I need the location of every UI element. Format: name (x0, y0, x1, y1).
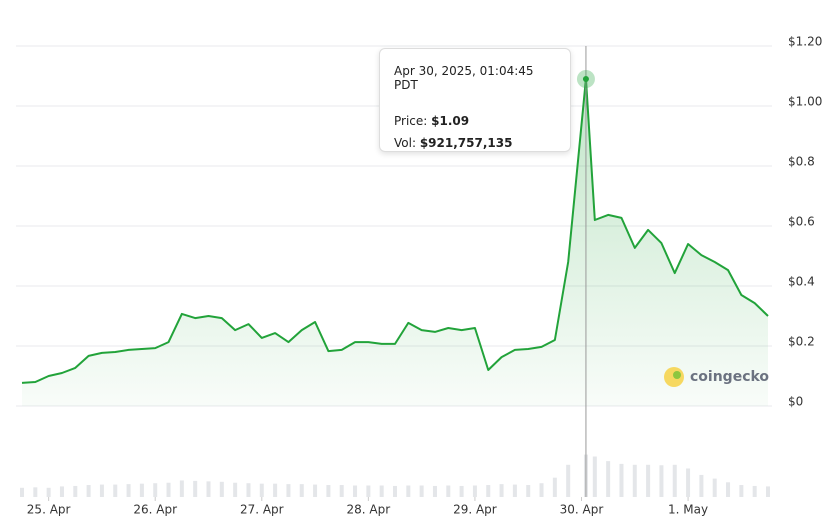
volume-bar (33, 487, 38, 497)
y-tick-label: $1.00 (788, 95, 822, 109)
tooltip-title: Apr 30, 2025, 01:04:45 PDT (394, 64, 534, 92)
watermark: coingecko (664, 367, 769, 387)
volume-bar (712, 478, 717, 497)
x-tick-label: 28. Apr (347, 503, 391, 517)
y-tick-label: $1.20 (788, 35, 822, 49)
y-tick-label: $0.4 (788, 275, 815, 289)
volume-bar (233, 482, 238, 497)
volume-bar (179, 480, 184, 497)
volume-bar (393, 485, 397, 497)
volume-bar (113, 484, 118, 497)
tooltip-label: Price: (394, 114, 428, 128)
volume-bar (472, 485, 477, 497)
volume-bar (606, 461, 611, 497)
volume-bar (20, 487, 24, 497)
volume-bar (99, 484, 104, 497)
x-tick-label: 27. Apr (240, 503, 284, 517)
volume-bar (526, 485, 531, 497)
volume-bar (166, 482, 171, 497)
volume-bar (379, 485, 384, 497)
volume-bar (46, 487, 51, 497)
tooltip: Apr 30, 2025, 01:04:45 PDT Price: $1.09 … (379, 48, 571, 152)
tooltip-value: $921,757,135 (419, 136, 513, 150)
volume-bar (273, 483, 278, 497)
price-line (21, 78, 769, 384)
volume-bar (206, 481, 211, 497)
volume-bar (672, 464, 677, 497)
volume-bar (153, 483, 158, 497)
volume-bar (552, 477, 557, 497)
volume-bar (512, 484, 517, 497)
x-tick-label: 25. Apr (27, 503, 71, 517)
watermark-text: coingecko (690, 369, 769, 385)
volume-bar (632, 464, 637, 497)
x-tick-label: 1. May (668, 503, 708, 517)
volume-bar (459, 485, 464, 497)
volume-bar (313, 484, 318, 497)
volume-bar (592, 456, 597, 497)
x-tick-label: 30. Apr (560, 503, 604, 517)
area (22, 79, 768, 406)
tooltip-label: Vol: (394, 136, 416, 150)
y-tick-label: $0 (788, 395, 803, 409)
volume-bar (339, 485, 344, 497)
volume-bar (699, 474, 704, 497)
volume-bar (219, 481, 224, 497)
volume-bar (126, 484, 131, 497)
tooltip-row: Vol: $921,757,135 (394, 136, 556, 150)
volume-bar (59, 486, 64, 497)
hover-point (582, 76, 589, 82)
volume-bar (446, 485, 451, 497)
volume-bar (646, 464, 651, 497)
volume-bar (766, 486, 770, 497)
volume-bar (353, 485, 358, 497)
volume-bar (406, 485, 411, 497)
volume-bar (686, 468, 691, 497)
volume-bar (739, 485, 744, 497)
volume-bar (366, 485, 371, 497)
volume-bar (726, 482, 731, 497)
volume-bar (73, 485, 78, 497)
y-tick-label: $0.8 (788, 155, 815, 169)
volume-bar (752, 485, 757, 497)
volume-bar (659, 465, 664, 497)
volume-bar (499, 484, 504, 497)
volume-bar (326, 485, 331, 497)
x-tick-label: 29. Apr (453, 503, 497, 517)
tooltip-row: Price: $1.09 (394, 114, 556, 128)
volume-bar (139, 483, 144, 497)
volume-bar (566, 464, 571, 497)
volume-bar (486, 485, 491, 497)
y-tick-label: $0.2 (788, 335, 815, 349)
volume-bar (193, 480, 198, 497)
volume-bar (432, 485, 437, 497)
y-tick-label: $0.6 (788, 215, 815, 229)
volume-bar (299, 484, 304, 497)
volume-bar (539, 483, 544, 497)
volume-bar (619, 463, 624, 497)
volume-bar (419, 485, 424, 497)
x-tick-label: 26. Apr (133, 503, 177, 517)
volume-bar (286, 484, 291, 497)
volume-bar (246, 483, 251, 497)
volume-bar (86, 485, 91, 497)
volume-bar (259, 483, 264, 497)
tooltip-value: $1.09 (431, 114, 470, 128)
